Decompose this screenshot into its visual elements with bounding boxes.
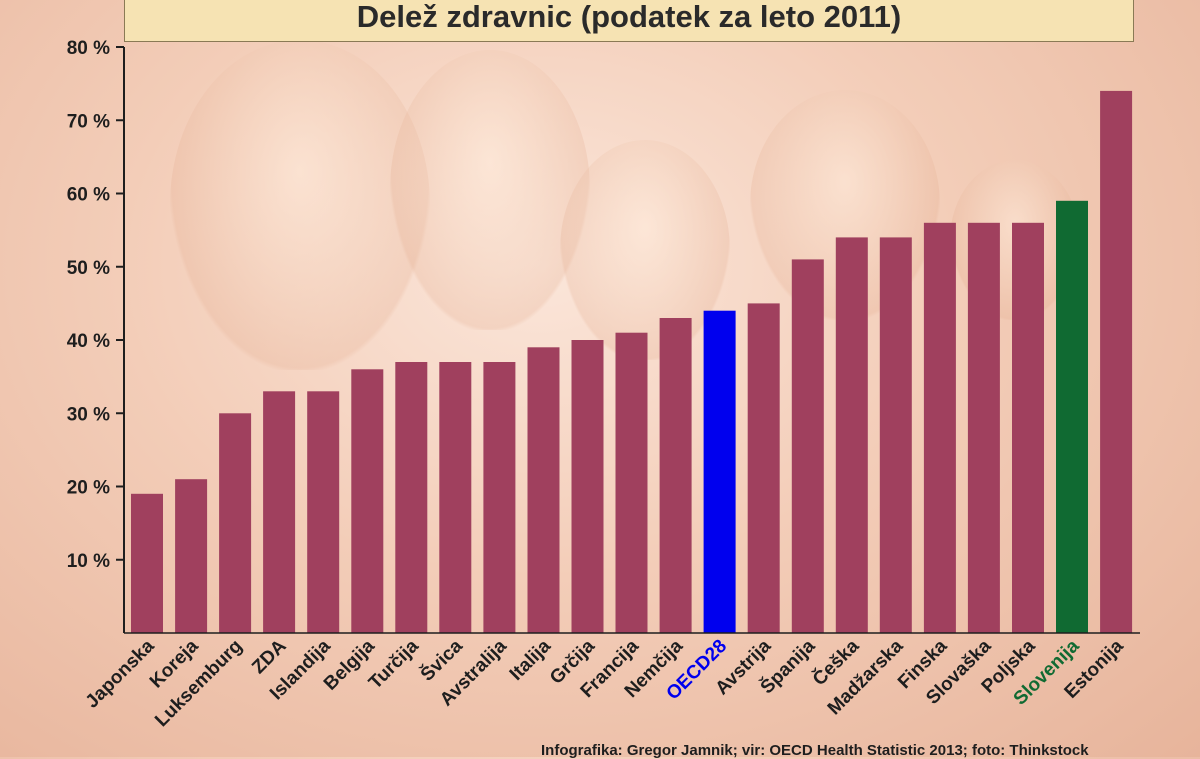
bar-francija xyxy=(615,332,648,633)
bar-avstrija xyxy=(747,303,780,633)
bar-španija xyxy=(791,259,824,633)
chart-title: Delež zdravnic (podatek za leto 2011) xyxy=(356,0,902,34)
bar-zda xyxy=(263,391,296,633)
bar-madžarska xyxy=(879,237,912,633)
x-tick-label: Belgija xyxy=(320,635,379,694)
y-tick-label: 70 % xyxy=(67,111,110,132)
y-tick-label: 50 % xyxy=(67,258,110,279)
bar-švica xyxy=(439,362,472,633)
bar-slovenija xyxy=(1056,200,1088,634)
bar-islandija xyxy=(307,391,340,633)
bar-japonska xyxy=(131,493,163,633)
y-tick-label: 80 % xyxy=(67,38,110,59)
bar-grčija xyxy=(571,340,604,633)
bar-slovaška xyxy=(967,222,1000,634)
y-axis: 10 % 20 % 30 % 40 % 50 % 60 % 70 % 80 % xyxy=(67,38,125,633)
bar-češka xyxy=(835,237,868,633)
background-photo-person-1 xyxy=(170,40,430,370)
y-tick-label: 10 % xyxy=(67,551,110,572)
y-tick-label: 20 % xyxy=(67,478,110,499)
bar-estonija xyxy=(1100,90,1133,633)
x-tick-label: Japonska xyxy=(82,635,159,712)
background-photo-person-3 xyxy=(560,140,730,360)
bar-koreja xyxy=(175,479,208,633)
bar-luksemburg xyxy=(219,413,252,634)
background-photo-person-2 xyxy=(390,50,590,330)
y-tick-label: 40 % xyxy=(67,331,110,352)
bar-nemčija xyxy=(659,318,692,633)
y-tick-label: 30 % xyxy=(67,404,110,425)
bar-oecd28 xyxy=(703,310,736,633)
source-credit: Infografika: Gregor Jamnik; vir: OECD He… xyxy=(541,742,1089,759)
chart-title-box: Delež zdravnic (podatek za leto 2011) xyxy=(124,0,1134,42)
bar-finska xyxy=(923,222,956,634)
bar-poljska xyxy=(1012,222,1044,634)
bar-avstralija xyxy=(483,362,516,633)
bar-turčija xyxy=(395,362,428,633)
bars xyxy=(131,90,1133,634)
x-tick-label: Turčija xyxy=(365,635,423,693)
x-tick-label: Italija xyxy=(506,635,556,685)
bar-belgija xyxy=(351,369,384,633)
y-tick-label: 60 % xyxy=(67,185,110,206)
bar-italija xyxy=(527,347,560,633)
